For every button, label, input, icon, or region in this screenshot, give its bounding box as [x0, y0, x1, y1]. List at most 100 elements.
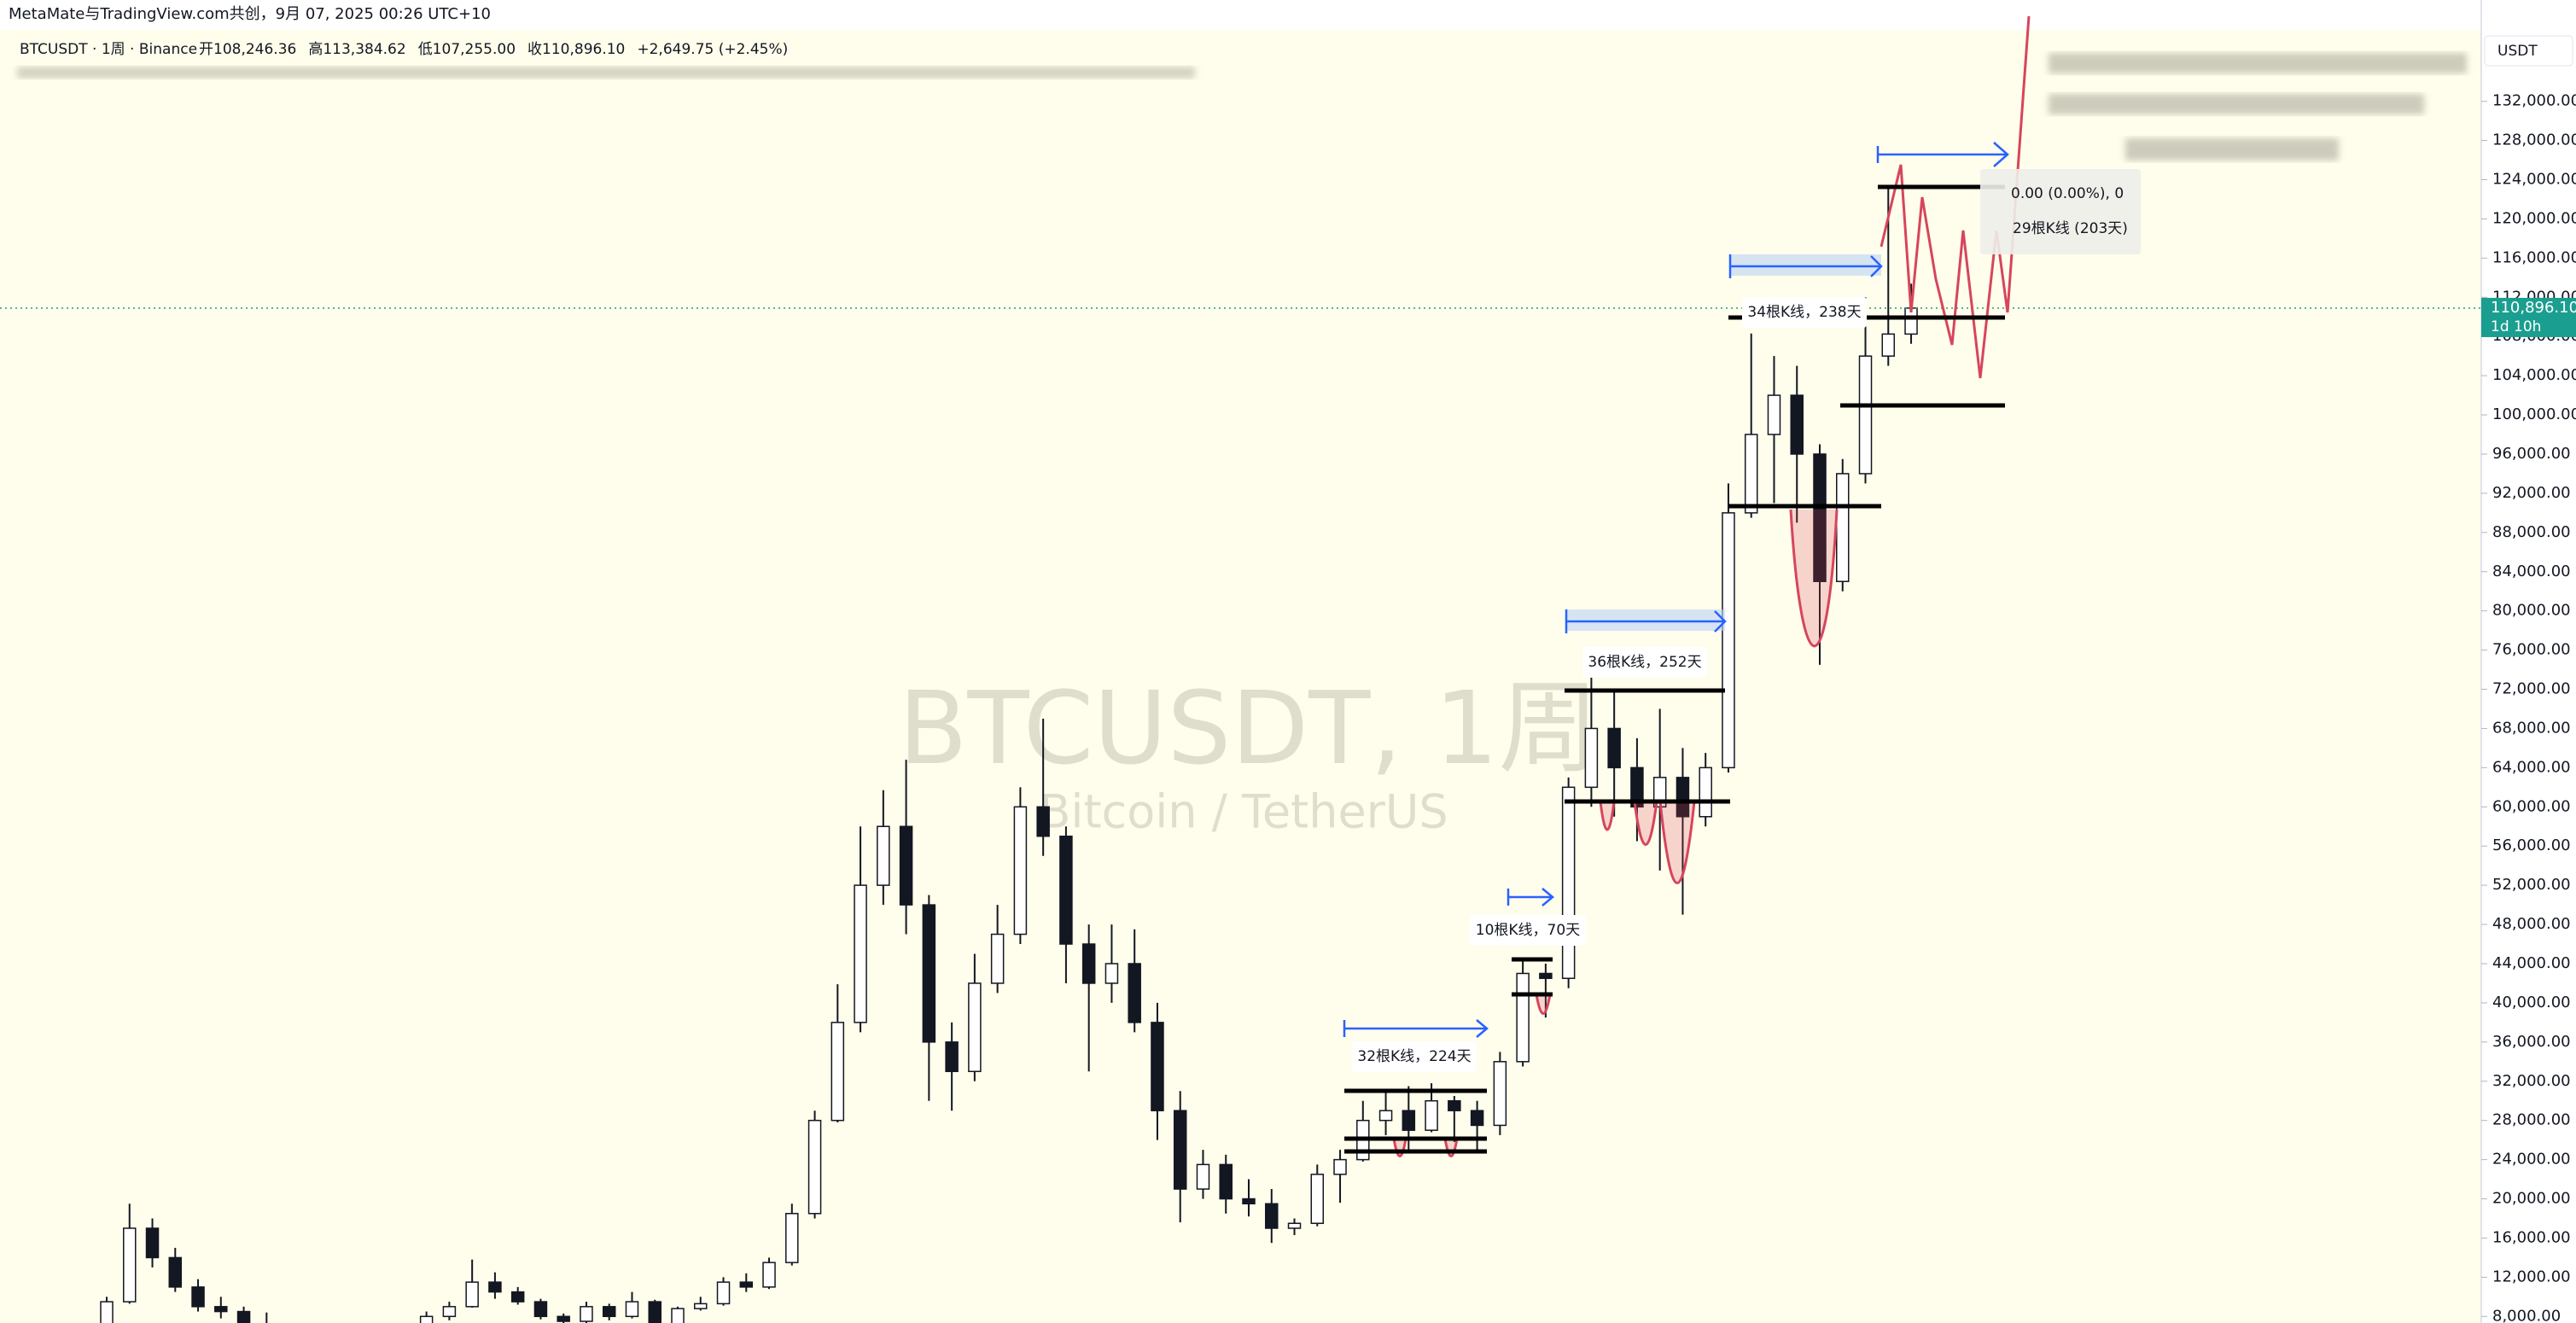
label-box [1470, 915, 1586, 946]
candle-body [739, 1281, 754, 1288]
candle-body [1607, 727, 1621, 769]
candle-body [1378, 1110, 1393, 1122]
y-tick-label: 28,000.00 [2492, 1111, 2571, 1129]
y-tick-label: 72,000.00 [2492, 680, 2571, 698]
candle-body [1881, 333, 1896, 357]
y-tick-label: 104,000.00 [2492, 366, 2576, 384]
red-curve [1392, 509, 1839, 1157]
y-tick-label: 52,000.00 [2492, 876, 2571, 894]
top-bar [0, 0, 2576, 30]
candle-body [1287, 1222, 1302, 1229]
annotation: 34根K线，238天 [1747, 304, 1861, 321]
price-tag [2481, 297, 2576, 337]
candle-body [1448, 1099, 1461, 1111]
y-tick-label: 44,000.00 [2492, 954, 2571, 972]
unit: USDT [2497, 43, 2538, 60]
price-tag-value: 110,896.10 [2491, 299, 2576, 317]
candle-body [694, 1303, 708, 1309]
arrow [1728, 254, 1883, 278]
y-tick-label: 132,000.00 [2492, 92, 2576, 110]
candle-body [1767, 394, 1781, 435]
y-tick-label: 16,000.00 [2492, 1228, 2571, 1246]
y-tick-label: 128,000.00 [2492, 131, 2576, 149]
candle-body [1128, 963, 1141, 1023]
candle-body [1059, 835, 1073, 945]
candle-body [1173, 1110, 1187, 1190]
candle-body [533, 1301, 548, 1318]
y-tick-label: 68,000.00 [2492, 719, 2571, 737]
candle-body [1470, 1110, 1484, 1127]
annotation: 36根K线，252天 [1588, 654, 1701, 671]
candle-body [1584, 727, 1599, 789]
candle-body [922, 904, 936, 1043]
candle-body [1333, 1158, 1347, 1175]
arrow [1343, 1019, 1489, 1038]
ohlc-value: 高113,384.62 [308, 41, 405, 58]
candle-body [1836, 473, 1850, 582]
projection [1880, 15, 2031, 379]
candle-body [419, 1315, 434, 1323]
y-tick-label: 100,000.00 [2492, 405, 2576, 423]
price-axis [2481, 0, 2576, 1323]
arrow [1565, 609, 1727, 633]
y-tick-label: 80,000.00 [2492, 602, 2571, 620]
candle-body [990, 933, 1005, 984]
annotation: 29根K线 (203天) [2013, 220, 2128, 237]
y-tick-label: 60,000.00 [2492, 797, 2571, 815]
candle-body [602, 1306, 616, 1318]
y-tick-label: 40,000.00 [2492, 994, 2571, 1011]
candle-body [945, 1041, 959, 1073]
y-tick-label: 36,000.00 [2492, 1033, 2571, 1051]
candle-body [510, 1291, 525, 1303]
candle-body [1539, 972, 1553, 979]
ohlc-value: 开108,246.36 [199, 41, 296, 58]
candle-body [1081, 943, 1096, 984]
candle-body [807, 1119, 822, 1215]
candle-body [1813, 453, 1827, 582]
candle-body [168, 1256, 183, 1288]
blurred-text [2049, 53, 2467, 73]
y-tick-label: 12,000.00 [2492, 1268, 2571, 1285]
y-tick-label: 120,000.00 [2492, 209, 2576, 227]
candle-body [854, 884, 867, 1023]
candle-body [123, 1227, 137, 1303]
candle-body [1310, 1174, 1325, 1224]
y-tick-label: 56,000.00 [2492, 836, 2571, 854]
symbol: BTCUSDT · 1周 · Binance [20, 41, 197, 58]
y-tick-label: 84,000.00 [2492, 562, 2571, 580]
ohlc-value: 低107,255.00 [418, 41, 516, 58]
candle-body [1151, 1022, 1164, 1111]
drawings: 32根K线，224天 10根K线，70天 36根K线，252天 34根K线，23… [1343, 15, 2141, 1157]
candle-body [214, 1306, 228, 1313]
candle-body [899, 825, 913, 906]
candle-body [557, 1315, 570, 1322]
ohlc: 开108,246.36 高113,384.62 低107,255.00 收110,89… [199, 41, 788, 58]
range-band [1730, 254, 1881, 276]
arrow [1876, 142, 2009, 167]
candle-body [1630, 766, 1644, 808]
candle-body [968, 982, 982, 1073]
candle-body [1219, 1163, 1233, 1200]
candle-body [1242, 1198, 1256, 1205]
candle-body [625, 1301, 639, 1318]
ohlc-value: 收110,896.10 [527, 41, 625, 58]
candle-body [1196, 1163, 1210, 1190]
candle-body [785, 1213, 799, 1263]
range-band [1566, 609, 1725, 631]
y-tick-label: 92,000.00 [2492, 484, 2571, 502]
blurred-text [2125, 138, 2339, 160]
candle-body [1013, 806, 1028, 935]
candle-body [1699, 766, 1712, 818]
candle-body [1858, 355, 1873, 475]
candle-body [830, 1022, 845, 1122]
candle-body [716, 1281, 731, 1305]
candle-body [145, 1227, 160, 1259]
candle-body [465, 1281, 479, 1308]
candle-body [1561, 786, 1576, 979]
annotation: 0.00 (0.00%), 0 [2011, 185, 2124, 202]
candle-body [762, 1262, 776, 1288]
candle-body [671, 1308, 685, 1323]
candle-body [100, 1301, 114, 1323]
